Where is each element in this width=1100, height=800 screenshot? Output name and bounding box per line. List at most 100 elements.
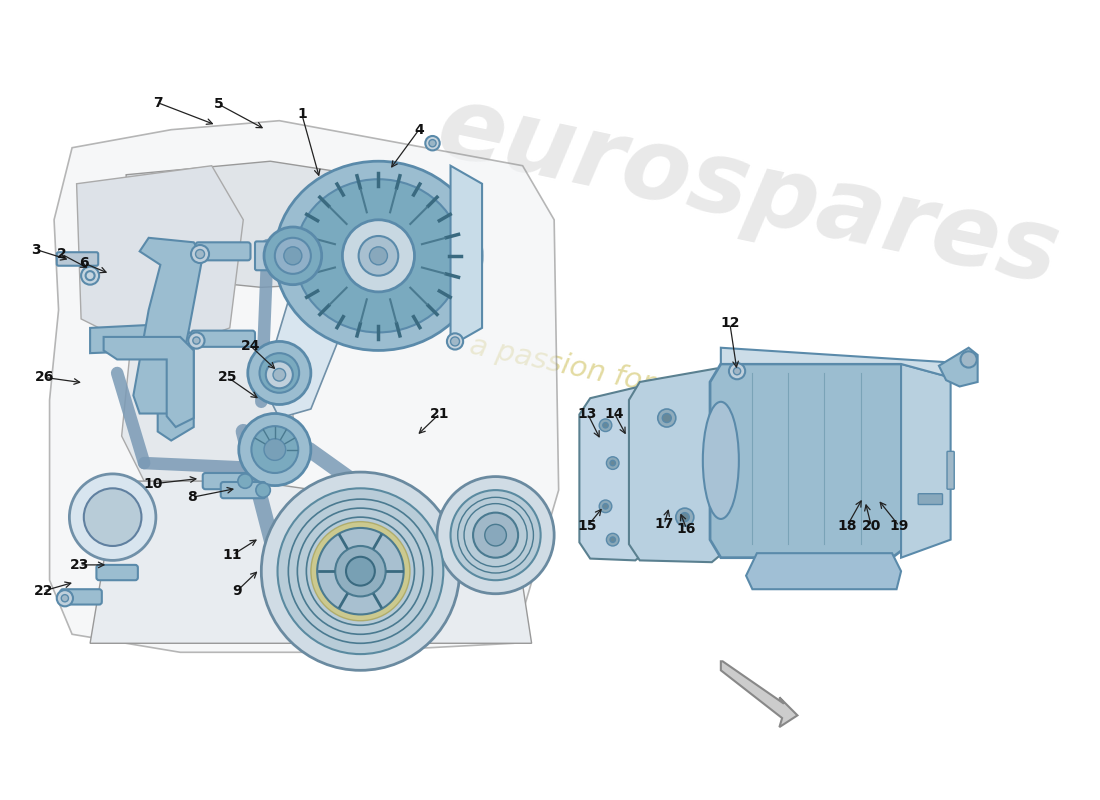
FancyBboxPatch shape <box>918 494 943 505</box>
Polygon shape <box>122 333 297 490</box>
Circle shape <box>264 227 321 285</box>
Text: 26: 26 <box>35 370 55 385</box>
Polygon shape <box>90 481 531 643</box>
Circle shape <box>429 139 436 147</box>
Text: 10: 10 <box>143 477 163 490</box>
Polygon shape <box>580 386 650 560</box>
Circle shape <box>606 534 619 546</box>
Polygon shape <box>103 337 194 427</box>
Circle shape <box>451 337 460 346</box>
Circle shape <box>239 414 311 486</box>
Text: 4: 4 <box>414 122 424 137</box>
Circle shape <box>284 247 301 265</box>
Text: 24: 24 <box>241 339 261 353</box>
FancyBboxPatch shape <box>191 330 255 347</box>
Circle shape <box>680 513 690 522</box>
Text: 18: 18 <box>837 519 857 533</box>
Text: 1: 1 <box>297 107 307 122</box>
Polygon shape <box>629 369 728 562</box>
Circle shape <box>600 500 612 513</box>
Circle shape <box>248 342 311 405</box>
Circle shape <box>473 513 518 558</box>
FancyBboxPatch shape <box>947 451 954 490</box>
Circle shape <box>192 337 200 344</box>
Text: 12: 12 <box>720 317 739 330</box>
Circle shape <box>266 362 293 388</box>
FancyBboxPatch shape <box>255 242 301 270</box>
Circle shape <box>603 422 608 428</box>
Polygon shape <box>77 166 243 346</box>
Circle shape <box>610 460 615 466</box>
Circle shape <box>336 546 386 597</box>
Circle shape <box>447 334 463 350</box>
Circle shape <box>57 590 73 606</box>
FancyBboxPatch shape <box>97 565 138 580</box>
Circle shape <box>262 472 460 670</box>
Polygon shape <box>50 121 559 652</box>
Text: 9: 9 <box>232 584 242 598</box>
Circle shape <box>317 528 404 614</box>
Circle shape <box>271 364 288 382</box>
Text: 7: 7 <box>153 96 163 110</box>
Text: 17: 17 <box>654 518 674 531</box>
Text: 13: 13 <box>578 406 597 421</box>
FancyBboxPatch shape <box>57 252 98 266</box>
FancyBboxPatch shape <box>196 242 251 260</box>
Circle shape <box>451 490 540 580</box>
Circle shape <box>960 351 977 367</box>
Ellipse shape <box>703 402 739 519</box>
Circle shape <box>606 457 619 470</box>
Circle shape <box>610 537 615 542</box>
Circle shape <box>191 245 209 263</box>
Text: eurospares: eurospares <box>428 79 1067 306</box>
Polygon shape <box>90 323 194 441</box>
FancyBboxPatch shape <box>60 590 102 605</box>
Text: 3: 3 <box>31 242 41 257</box>
Circle shape <box>252 426 298 473</box>
Circle shape <box>322 534 398 609</box>
Polygon shape <box>720 348 950 378</box>
Ellipse shape <box>295 179 462 333</box>
Circle shape <box>729 363 745 379</box>
Polygon shape <box>133 238 202 414</box>
Text: 2: 2 <box>56 247 66 261</box>
Circle shape <box>260 353 299 393</box>
Ellipse shape <box>275 162 482 350</box>
Circle shape <box>675 508 694 526</box>
Polygon shape <box>710 364 910 558</box>
Text: 14: 14 <box>605 406 625 421</box>
Circle shape <box>188 333 205 349</box>
Circle shape <box>256 483 271 498</box>
Circle shape <box>81 266 99 285</box>
Circle shape <box>662 414 671 422</box>
Text: 22: 22 <box>33 584 53 598</box>
Circle shape <box>658 409 675 427</box>
Circle shape <box>600 419 612 431</box>
Text: 21: 21 <box>430 406 450 421</box>
FancyBboxPatch shape <box>202 473 248 490</box>
Circle shape <box>277 488 443 654</box>
Circle shape <box>426 136 440 150</box>
Circle shape <box>62 594 68 602</box>
Text: 20: 20 <box>861 519 881 533</box>
Text: 25: 25 <box>218 370 238 385</box>
FancyBboxPatch shape <box>221 482 266 498</box>
Polygon shape <box>266 296 346 418</box>
Circle shape <box>603 504 608 509</box>
Polygon shape <box>451 166 482 346</box>
Circle shape <box>196 250 205 258</box>
Circle shape <box>437 477 554 594</box>
Circle shape <box>238 474 252 488</box>
Circle shape <box>485 524 506 546</box>
Circle shape <box>346 557 375 586</box>
Text: 15: 15 <box>578 519 597 533</box>
Circle shape <box>734 367 740 374</box>
Polygon shape <box>126 162 396 287</box>
Circle shape <box>69 474 156 560</box>
Circle shape <box>264 438 286 460</box>
Circle shape <box>84 488 142 546</box>
Circle shape <box>311 522 410 621</box>
Text: 16: 16 <box>676 522 696 536</box>
Circle shape <box>359 236 398 276</box>
Circle shape <box>273 369 286 381</box>
